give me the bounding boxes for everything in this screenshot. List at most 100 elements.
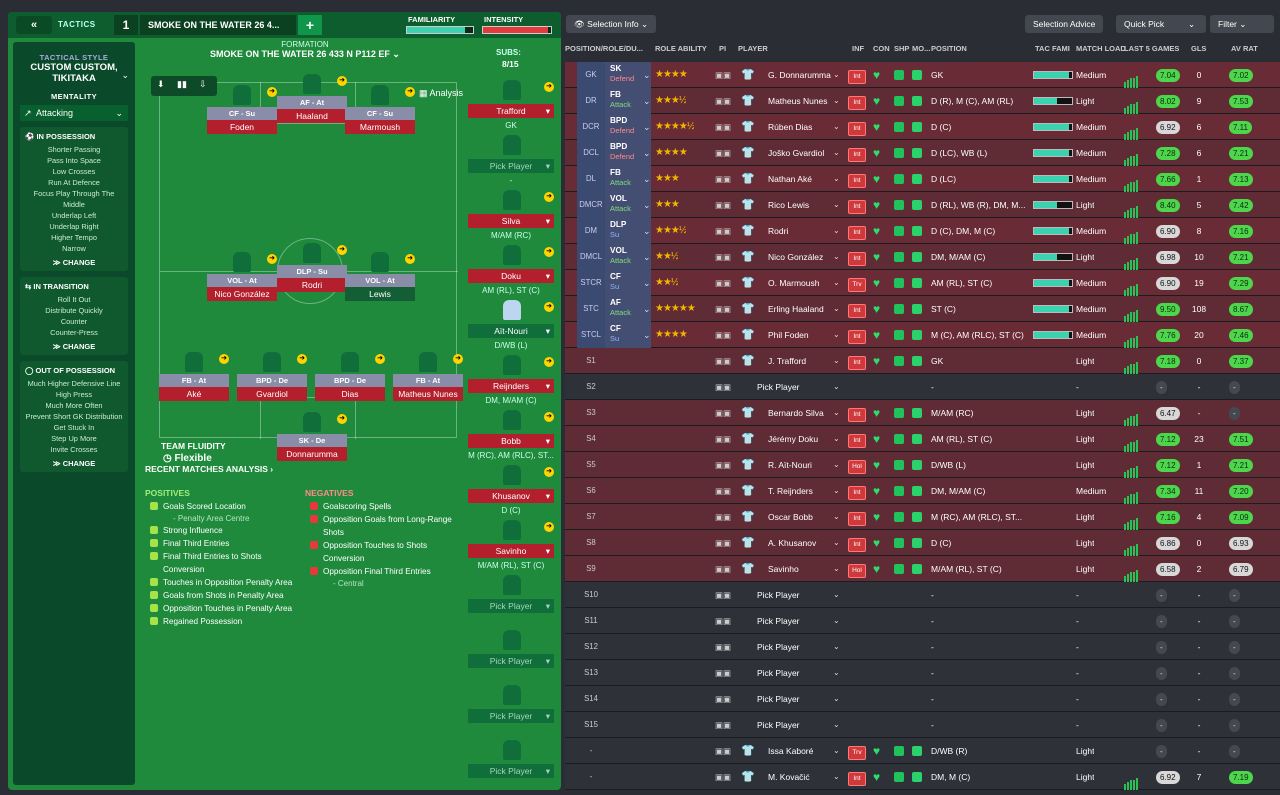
player-name[interactable]: Foden [207,120,277,134]
chevron-down-icon[interactable]: ⌄ [833,226,840,235]
player-role[interactable]: BPD - De [237,374,307,387]
mentality-dropdown[interactable]: ↗ Attacking ⌄ [20,105,128,121]
chevron-down-icon[interactable]: ⌄ [833,330,840,339]
pi-icon[interactable]: ▣▣ [715,278,732,288]
pi-icon[interactable]: ▣▣ [715,668,732,678]
sub-shirt[interactable] [503,520,521,540]
analysis-button[interactable]: ▦ Analysis [419,88,464,98]
pi-icon[interactable]: ▣▣ [715,694,732,704]
chevron-down-icon[interactable]: ⌄ [643,330,651,340]
column-header[interactable]: MATCH LOAD [1076,44,1126,53]
table-row[interactable]: S11 ▣▣ Pick Player ⌄ - - - - - [565,608,1280,634]
pitch-player-card[interactable]: AF - At Haaland [277,96,347,126]
selection-advice-button[interactable]: Selection Advice [1025,15,1104,33]
sub-player-card[interactable]: Khusanov ▾ [468,489,554,503]
player-name[interactable]: Nico González [207,287,277,301]
player-name[interactable]: Jérémy Doku [768,434,819,444]
player-role[interactable]: FB - At [159,374,229,387]
chevron-down-icon[interactable]: ⌄ [833,200,840,209]
pi-icon[interactable]: ▣▣ [715,382,732,392]
pi-icon[interactable]: ▣▣ [715,512,732,522]
player-name[interactable]: Pick Player [757,720,800,730]
column-header[interactable]: MO... [912,44,931,53]
sub-shirt[interactable] [503,245,521,265]
chevron-down-icon[interactable]: ⌄ [833,278,840,287]
sub-shirt[interactable] [503,190,521,210]
table-row[interactable]: STCL CF Su ⌄ ★★★★ ▣▣ 👕 Phil Foden ⌄ Int ♥ M (C), AM… [565,322,1280,348]
sub-player-card[interactable]: Reijnders ▾ [468,379,554,393]
add-tactic-button[interactable]: + [298,15,322,35]
tactic-slot-number[interactable]: 1 [114,15,138,35]
pitch-player-card[interactable]: BPD - De Dias [315,374,385,404]
sub-shirt[interactable] [503,80,521,100]
player-role[interactable]: CF - Su [345,107,415,120]
chevron-down-icon[interactable]: ⌄ [833,564,840,573]
chevron-down-icon[interactable]: ⌄ [833,590,840,599]
pi-icon[interactable]: ▣▣ [715,304,732,314]
column-header[interactable]: AV RAT [1231,44,1258,53]
column-header[interactable]: GLS [1191,44,1207,53]
sub-player-card[interactable]: Pick Player ▾ [468,764,554,778]
pi-icon[interactable]: ▣▣ [715,252,732,262]
column-header[interactable]: TAC FAMI [1035,44,1070,53]
player-name[interactable]: Phil Foden [768,330,809,340]
chevron-down-icon[interactable]: ⌄ [643,122,651,132]
sub-player-card[interactable]: Trafford ▾ [468,104,554,118]
quick-pick-dropdown[interactable]: ⌄ [1180,15,1206,33]
player-name[interactable]: Joško Gvardiol [768,148,825,158]
pi-icon[interactable]: ▣▣ [715,746,732,756]
row-role[interactable]: VOL Attack [605,244,651,270]
chevron-down-icon[interactable]: ⌄ [833,96,840,105]
row-role[interactable]: FB Attack [605,88,651,114]
player-name[interactable]: Rodri [277,278,347,292]
sub-player-card[interactable]: Savinho ▾ [468,544,554,558]
table-row[interactable]: DCL BPD Defend ⌄ ★★★★ ▣▣ 👕 Joško Gvardiol ⌄ Int ♥ D… [565,140,1280,166]
table-row[interactable]: S7 ▣▣ 👕 Oscar Bobb ⌄ Int ♥ M (RC), AM (RLC), ST… [565,504,1280,530]
table-row[interactable]: S5 ▣▣ 👕 R. Aït-Nouri ⌄ Hol ♥ D/WB (L) Light 7.12 1… [565,452,1280,478]
pi-icon[interactable]: ▣▣ [715,356,732,366]
chevron-down-icon[interactable]: ⌄ [833,460,840,469]
player-name[interactable]: Pick Player [757,694,800,704]
sub-player-card[interactable]: Doku ▾ [468,269,554,283]
sub-player-card[interactable]: Bobb ▾ [468,434,554,448]
table-row[interactable]: S1 ▣▣ 👕 J. Trafford ⌄ Int ♥ GK Light 7.18 0 7.37 [565,348,1280,374]
pi-icon[interactable]: ▣▣ [715,486,732,496]
sub-shirt[interactable] [503,410,521,430]
table-row[interactable]: S2 ▣▣ Pick Player ⌄ - - - - - [565,374,1280,400]
table-row[interactable]: STC AF Attack ⌄ ★★★★★ ▣▣ 👕 Erling Haaland ⌄ Int ♥ S… [565,296,1280,322]
chevron-down-icon[interactable]: ⌄ [833,668,840,677]
chevron-down-icon[interactable]: ⌄ [833,642,840,651]
player-shirt[interactable] [371,85,389,105]
pi-icon[interactable]: ▣▣ [715,772,732,782]
player-name[interactable]: G. Donnarumma [768,70,831,80]
sub-player-card[interactable]: Pick Player ▾ [468,654,554,668]
pi-icon[interactable]: ▣▣ [715,434,732,444]
chevron-down-icon[interactable]: ⌄ [833,382,840,391]
player-name[interactable]: Bernardo Silva [768,408,824,418]
table-row[interactable]: DM DLP Su ⌄ ★★★½ ▣▣ 👕 Rodri ⌄ Int ♥ D (C), DM, M (C… [565,218,1280,244]
column-header[interactable]: POSITION [931,44,967,53]
table-row[interactable]: S12 ▣▣ Pick Player ⌄ - - - - - [565,634,1280,660]
table-row[interactable]: S15 ▣▣ Pick Player ⌄ - - - - - [565,712,1280,738]
change-out-possession-button[interactable]: ≫ CHANGE [52,459,96,468]
pi-icon[interactable]: ▣▣ [715,122,732,132]
pi-icon[interactable]: ▣▣ [715,174,732,184]
pitch-player-card[interactable]: SK - De Donnarumma [277,434,347,464]
chevron-down-icon[interactable]: ⌄ [833,70,840,79]
player-name[interactable]: Pick Player [757,642,800,652]
pi-icon[interactable]: ▣▣ [715,720,732,730]
tactical-style-name[interactable]: CUSTOM CUSTOM, TIKITAKA [30,62,118,84]
player-role[interactable]: DLP - Su [277,265,347,278]
sub-shirt[interactable] [503,135,521,155]
player-name[interactable]: Rico Lewis [768,200,810,210]
chevron-down-icon[interactable]: ⌄ [643,226,651,236]
player-role[interactable]: BPD - De [315,374,385,387]
row-role[interactable]: VOL Attack [605,192,651,218]
table-row[interactable]: S9 ▣▣ 👕 Savinho ⌄ Hol ♥ M/AM (RL), ST (C) Light 6… [565,556,1280,582]
pitch-player-card[interactable]: CF - Su Marmoush [345,107,415,137]
sub-shirt[interactable] [503,355,521,375]
pi-icon[interactable]: ▣▣ [715,564,732,574]
player-name[interactable]: M. Kovačić [768,772,810,782]
player-shirt[interactable] [303,243,321,263]
player-name[interactable]: Erling Haaland [768,304,824,314]
